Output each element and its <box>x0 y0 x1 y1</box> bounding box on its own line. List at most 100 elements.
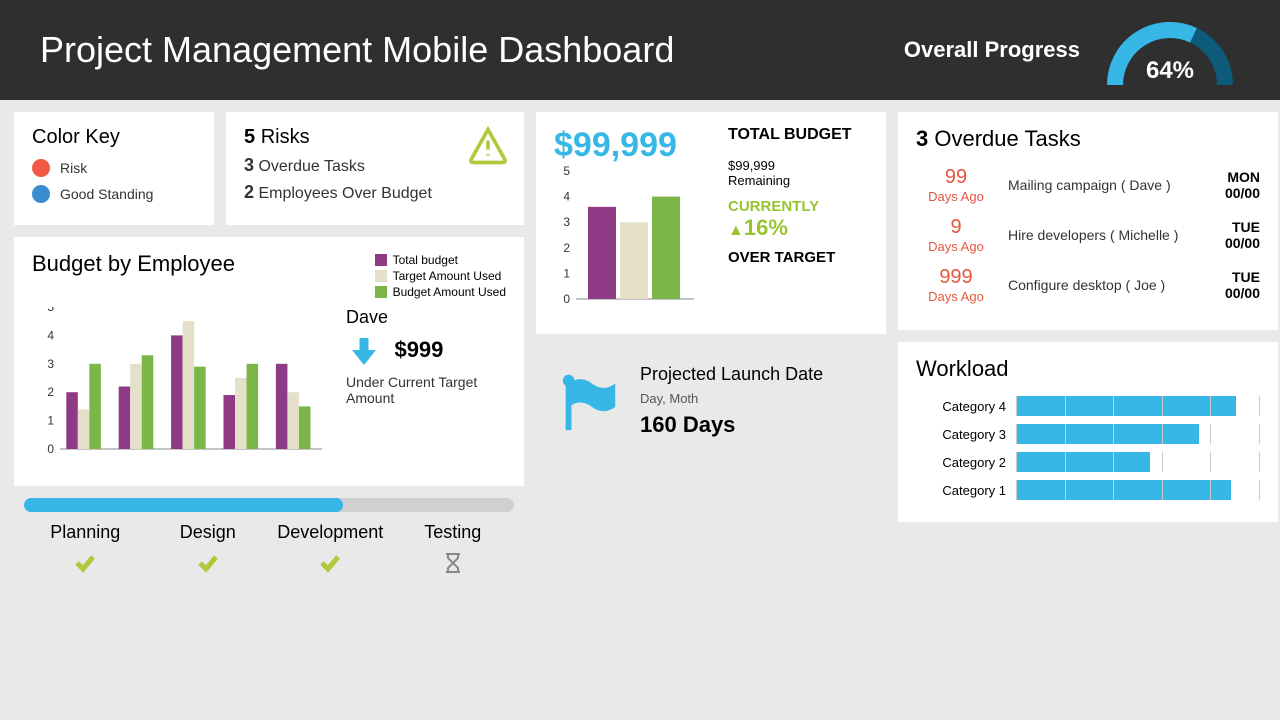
alert-icon <box>466 124 510 168</box>
progress-value: 64% <box>1100 57 1240 85</box>
svg-text:3: 3 <box>47 357 54 371</box>
hourglass-icon <box>441 551 465 575</box>
workload-row: Category 3 <box>916 424 1260 444</box>
overdue-date: TUE00/00 <box>1225 219 1260 251</box>
overdue-row: 99Days Ago Mailing campaign ( Dave ) MON… <box>916 166 1260 204</box>
phase-item: Development <box>269 522 392 580</box>
workload-row: Category 4 <box>916 396 1260 416</box>
flag-icon <box>554 366 624 436</box>
emp-name: Dave <box>346 307 506 328</box>
currently-label: CURRENTLY <box>728 198 868 215</box>
check-icon <box>70 551 100 575</box>
key-item: Risk <box>32 159 196 177</box>
legend-item: Total budget <box>375 253 506 267</box>
page-title: Project Management Mobile Dashboard <box>40 29 674 71</box>
phase-progress-bar <box>24 498 514 512</box>
color-key-title: Color Key <box>32 126 196 149</box>
legend-item: Budget Amount Used <box>375 285 506 299</box>
overdue-days: 9Days Ago <box>916 216 996 254</box>
budget-by-employee-card: Budget by Employee Total budget Target Am… <box>14 237 524 486</box>
workload-bar <box>1016 480 1260 500</box>
svg-text:0: 0 <box>47 442 54 456</box>
budget-label: TOTAL BUDGET <box>728 126 868 144</box>
arrow-down-icon <box>346 332 382 368</box>
workload-label: Category 1 <box>916 483 1006 498</box>
phase-name: Testing <box>392 522 515 543</box>
phase-item: Design <box>147 522 270 580</box>
legend-label: Target Amount Used <box>393 269 502 283</box>
emp-subtext: Under Current Target Amount <box>346 374 506 406</box>
progress-gauge: 64% <box>1100 15 1240 85</box>
col-left: Color Key RiskGood Standing 5 Risks 3 Ov… <box>14 112 524 580</box>
risk-line: 2 Employees Over Budget <box>244 182 506 203</box>
launch-card: Projected Launch Date Day, Moth 160 Days <box>536 346 886 456</box>
overdue-date: TUE00/00 <box>1225 269 1260 301</box>
progress-label: Overall Progress <box>904 38 1080 62</box>
currently-pct: ▲16% <box>728 215 868 241</box>
svg-text:4: 4 <box>563 190 570 204</box>
col-right: 3 Overdue Tasks 99Days Ago Mailing campa… <box>898 112 1278 580</box>
legend-swatch <box>375 286 387 298</box>
workload-card: Workload Category 4 Category 3 Category … <box>898 342 1278 522</box>
launch-sub: Day, Moth <box>640 391 823 406</box>
overdue-task: Mailing campaign ( Dave ) <box>1008 177 1213 193</box>
workload-row: Category 1 <box>916 480 1260 500</box>
overdue-card: 3 Overdue Tasks 99Days Ago Mailing campa… <box>898 112 1278 330</box>
svg-text:2: 2 <box>563 241 570 255</box>
header: Project Management Mobile Dashboard Over… <box>0 0 1280 100</box>
budget-emp-chart: 0 1 2 3 4 5 <box>32 307 326 472</box>
svg-text:1: 1 <box>47 414 54 428</box>
phases-section: PlanningDesignDevelopmentTesting <box>14 498 524 580</box>
workload-bar <box>1016 452 1260 472</box>
overdue-title: 3 Overdue Tasks <box>916 126 1260 152</box>
phase-item: Testing <box>392 522 515 580</box>
svg-text:3: 3 <box>563 215 570 229</box>
key-label: Good Standing <box>60 186 153 202</box>
emp-amount: $999 <box>394 337 443 363</box>
legend-swatch <box>375 270 387 282</box>
workload-row: Category 2 <box>916 452 1260 472</box>
total-budget-card: $99,999 012345 TOTAL BUDGET $99,999Remai… <box>536 112 886 334</box>
overdue-task: Hire developers ( Michelle ) <box>1008 227 1213 243</box>
overdue-row: 999Days Ago Configure desktop ( Joe ) TU… <box>916 266 1260 304</box>
legend-swatch <box>375 254 387 266</box>
svg-text:0: 0 <box>563 292 570 306</box>
budget-chart: 0 1 2 3 4 5 <box>554 165 694 320</box>
workload-title: Workload <box>916 356 1260 382</box>
workload-label: Category 2 <box>916 455 1006 470</box>
phase-name: Planning <box>24 522 147 543</box>
workload-label: Category 4 <box>916 399 1006 414</box>
svg-text:5: 5 <box>563 165 570 178</box>
key-dot <box>32 159 50 177</box>
key-dot <box>32 185 50 203</box>
launch-title: Projected Launch Date <box>640 364 823 385</box>
legend-label: Total budget <box>393 253 458 267</box>
svg-text:2: 2 <box>47 385 54 399</box>
budget-amount: $99,999 <box>554 126 714 165</box>
overdue-task: Configure desktop ( Joe ) <box>1008 277 1213 293</box>
overall-progress: Overall Progress 64% <box>904 15 1240 85</box>
check-icon <box>315 551 345 575</box>
phase-item: Planning <box>24 522 147 580</box>
launch-days: 160 Days <box>640 412 823 438</box>
workload-label: Category 3 <box>916 427 1006 442</box>
svg-text:4: 4 <box>47 328 54 342</box>
phase-name: Design <box>147 522 270 543</box>
check-icon <box>193 551 223 575</box>
workload-bar <box>1016 424 1260 444</box>
overdue-row: 9Days Ago Hire developers ( Michelle ) T… <box>916 216 1260 254</box>
col-center: $99,999 012345 TOTAL BUDGET $99,999Remai… <box>536 112 886 580</box>
key-item: Good Standing <box>32 185 196 203</box>
svg-text:1: 1 <box>563 266 570 280</box>
phase-name: Development <box>269 522 392 543</box>
overdue-days: 999Days Ago <box>916 266 996 304</box>
budget-emp-legend: Total budget Target Amount Used Budget Amo… <box>375 251 506 301</box>
overdue-date: MON00/00 <box>1225 169 1260 201</box>
legend-label: Budget Amount Used <box>393 285 506 299</box>
over-target-label: OVER TARGET <box>728 249 868 266</box>
color-key-card: Color Key Risk Good Standing <box>14 112 214 225</box>
remaining-amount: $99,999 <box>728 158 775 173</box>
key-label: Risk <box>60 160 87 176</box>
svg-text:5: 5 <box>47 307 54 314</box>
budget-emp-title: Budget by Employee <box>32 251 235 277</box>
